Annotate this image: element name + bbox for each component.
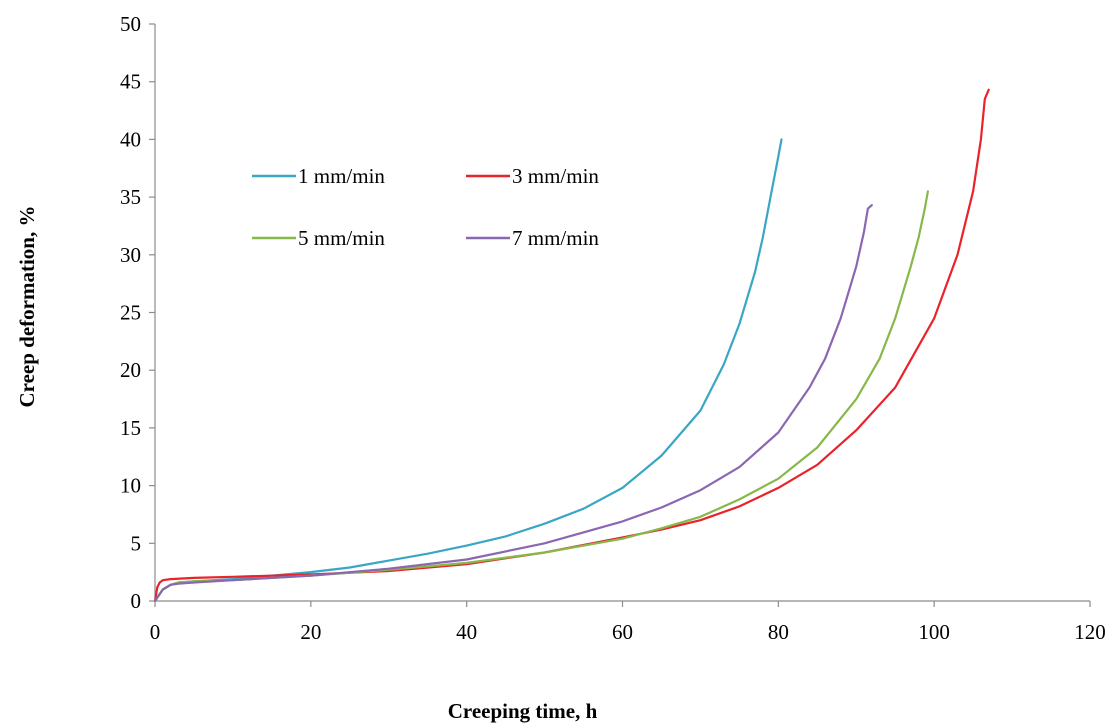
series-line-5-mm-min xyxy=(153,190,930,603)
legend-item: 3 mm/min xyxy=(466,164,599,188)
y-tick-label: 30 xyxy=(120,243,141,267)
y-axis-ticks: 0 5 10 15 20 25 30 35 40 45 50 xyxy=(120,12,155,613)
y-tick-label: 25 xyxy=(120,301,141,325)
y-tick-label: 35 xyxy=(120,185,141,209)
y-tick-label: 40 xyxy=(120,127,141,151)
series-group xyxy=(153,88,990,603)
y-axis-title: Creep deformation, % xyxy=(15,206,39,408)
x-tick-label: 80 xyxy=(768,620,789,644)
y-tick-label: 20 xyxy=(120,358,141,382)
x-tick-label: 20 xyxy=(300,620,321,644)
legend-item: 5 mm/min xyxy=(252,226,385,250)
x-tick-label: 120 xyxy=(1074,620,1106,644)
series-line-3-mm-min xyxy=(153,88,990,603)
x-axis-title: Creeping time, h xyxy=(448,699,598,723)
legend-label: 5 mm/min xyxy=(298,226,385,250)
x-tick-label: 0 xyxy=(150,620,161,644)
y-tick-label: 45 xyxy=(120,70,141,94)
y-tick-label: 50 xyxy=(120,12,141,36)
y-tick-label: 15 xyxy=(120,416,141,440)
legend-item: 1 mm/min xyxy=(252,164,385,188)
y-tick-label: 10 xyxy=(120,474,141,498)
x-tick-label: 60 xyxy=(612,620,633,644)
legend-label: 1 mm/min xyxy=(298,164,385,188)
x-axis-ticks: 0 20 40 60 80 100 120 xyxy=(150,601,1106,644)
y-tick-label: 5 xyxy=(131,531,142,555)
y-tick-label: 0 xyxy=(131,589,142,613)
series-line-7-mm-min xyxy=(153,204,873,603)
legend: 1 mm/min 3 mm/min 5 mm/min 7 mm/min xyxy=(252,164,599,250)
legend-label: 3 mm/min xyxy=(512,164,599,188)
legend-item: 7 mm/min xyxy=(466,226,599,250)
x-tick-label: 40 xyxy=(456,620,477,644)
legend-label: 7 mm/min xyxy=(512,226,599,250)
x-tick-label: 100 xyxy=(918,620,950,644)
series-line-1-mm-min xyxy=(153,138,783,603)
